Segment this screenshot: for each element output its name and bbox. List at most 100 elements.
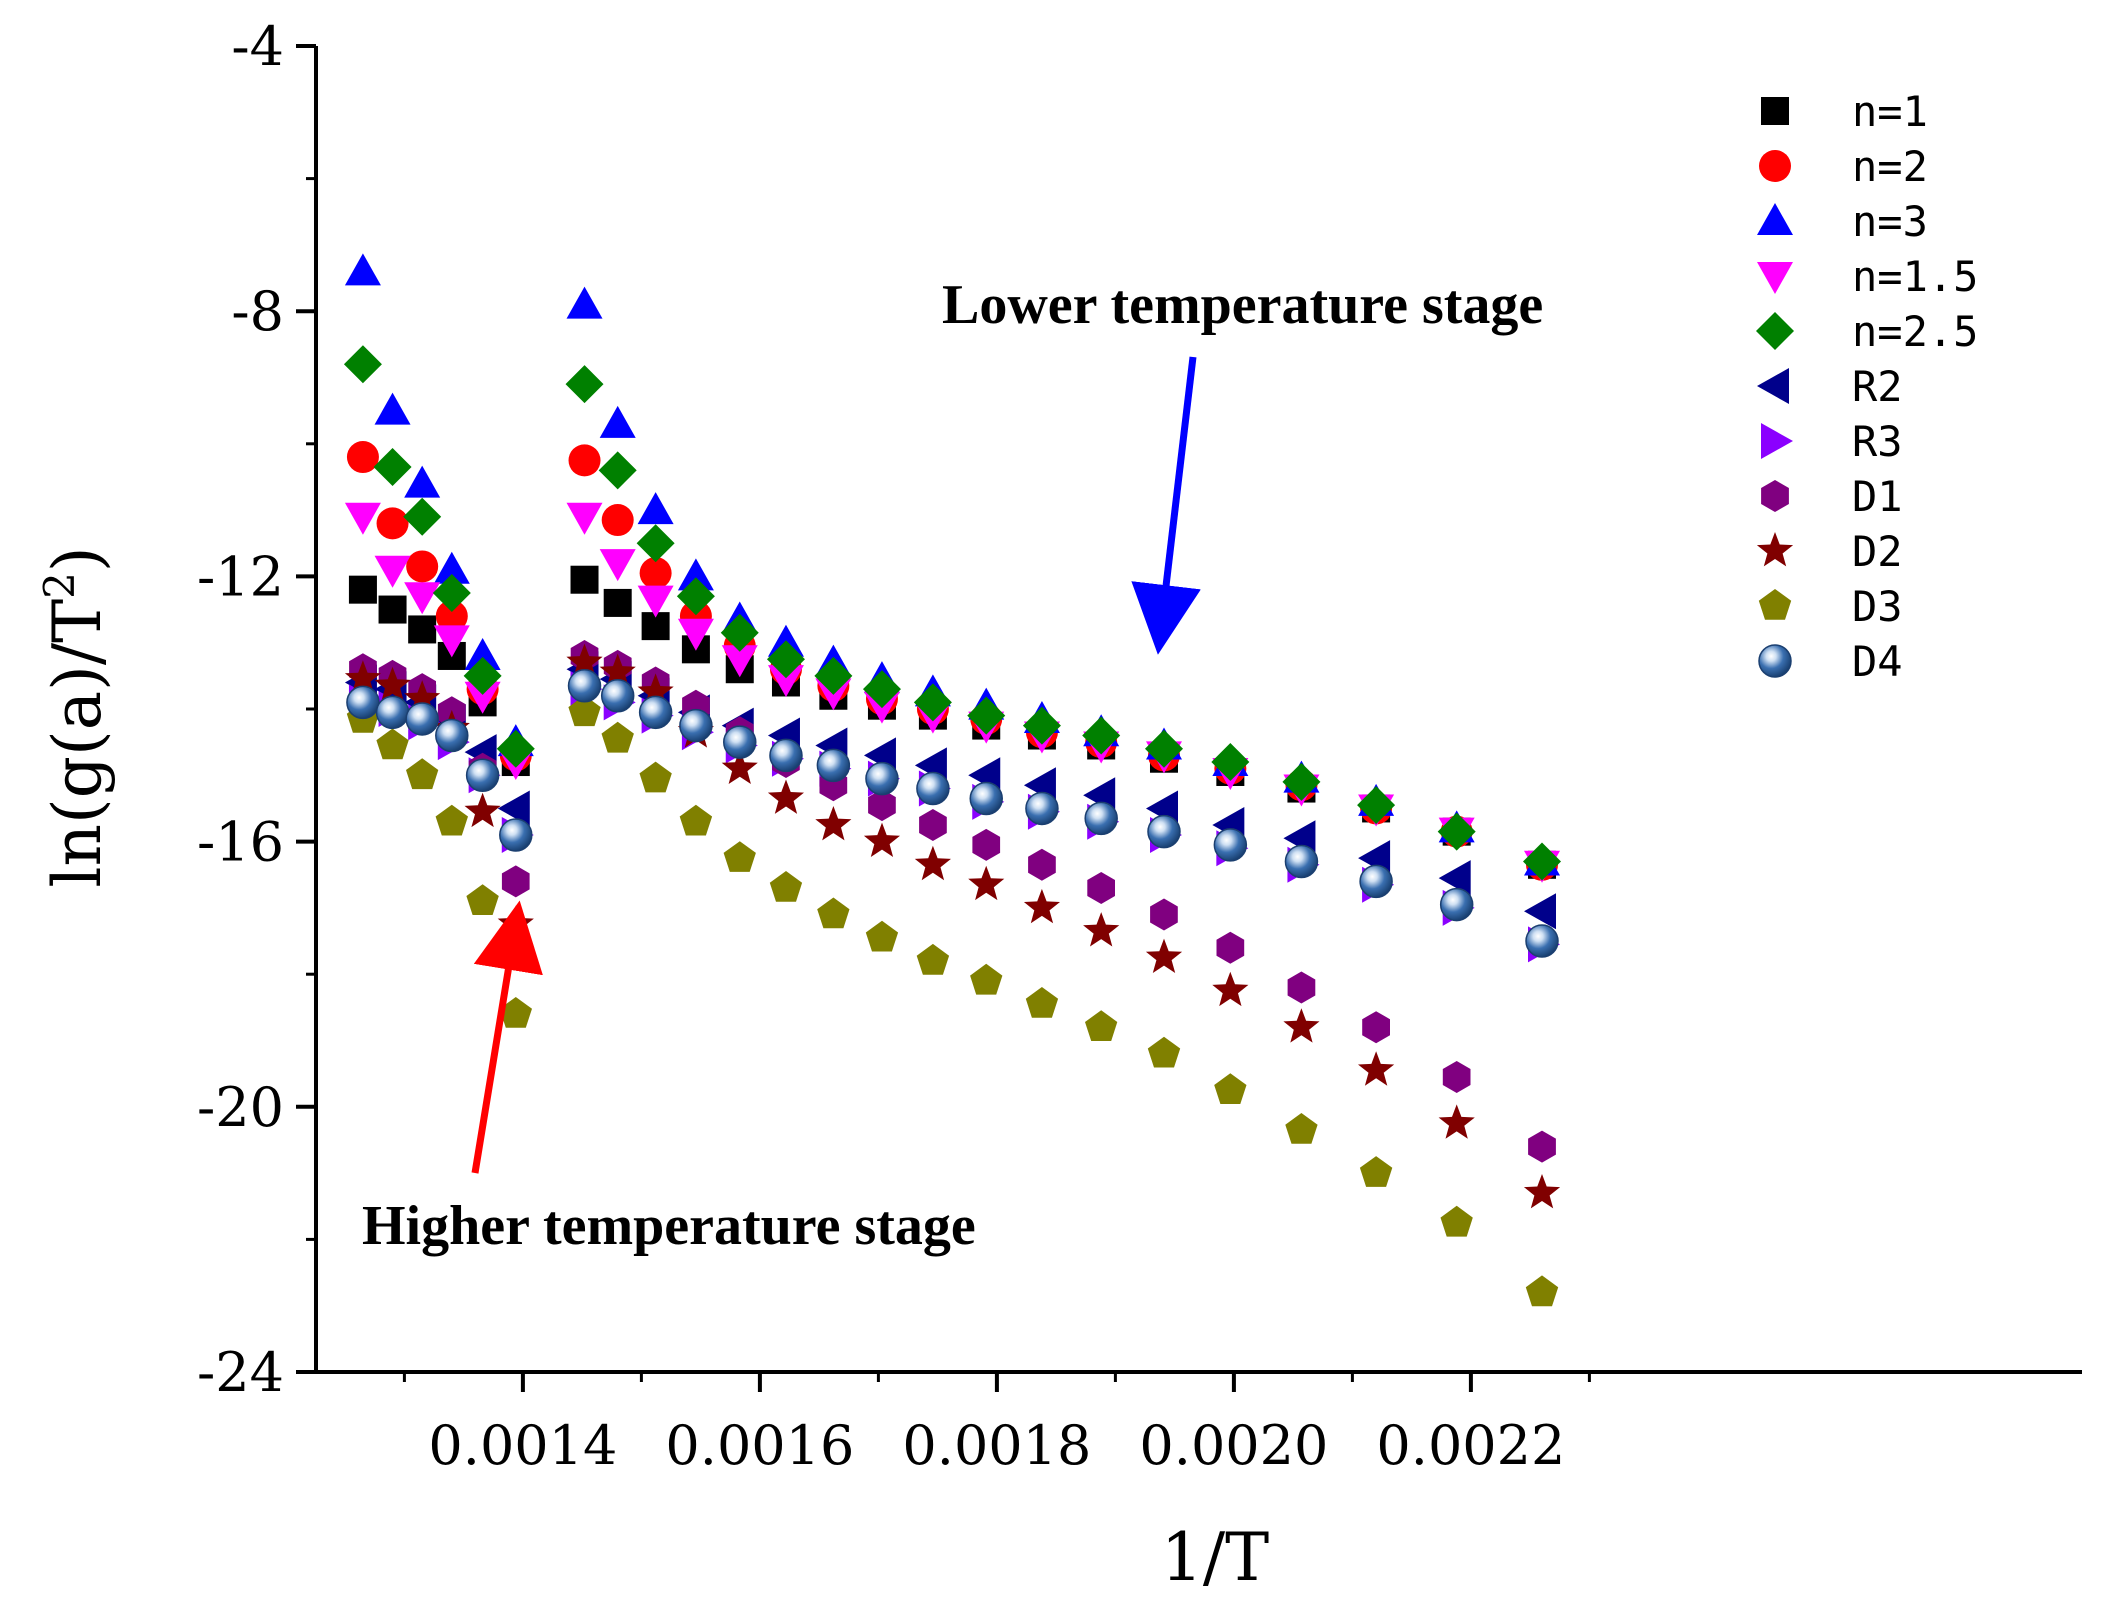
data-point xyxy=(376,507,409,540)
legend-marker xyxy=(1756,532,1794,567)
data-point xyxy=(769,871,803,902)
data-point xyxy=(1440,1205,1473,1237)
data-point xyxy=(639,557,672,590)
legend-marker xyxy=(1756,312,1794,350)
data-point xyxy=(1285,1113,1318,1144)
legend-label: D1 xyxy=(1852,472,1903,521)
data-point xyxy=(767,665,804,698)
data-point xyxy=(405,702,439,736)
legend-marker xyxy=(1761,480,1789,512)
x-tick-label: 0.0020 xyxy=(1139,1414,1328,1477)
data-point xyxy=(679,804,713,836)
ticks: -4 -8 -12 -16 -20 -24 0.0014 0.0016 0.0018 0.0020… xyxy=(197,15,1591,1477)
y-tick-label: -8 xyxy=(231,280,284,343)
data-point xyxy=(677,618,714,651)
legend-marker xyxy=(1757,368,1789,404)
data-point xyxy=(403,497,442,536)
data-point xyxy=(497,905,534,940)
legend-label: n=3 xyxy=(1852,197,1928,246)
data-point xyxy=(1025,987,1059,1018)
legend-marker xyxy=(1757,262,1793,294)
data-point xyxy=(1283,1008,1320,1043)
data-point xyxy=(1439,887,1474,922)
data-point xyxy=(603,588,632,617)
legend-marker xyxy=(1761,423,1793,459)
data-point xyxy=(637,492,674,525)
data-point xyxy=(638,695,673,730)
series-D4 xyxy=(346,669,1559,958)
data-point xyxy=(1147,1036,1181,1068)
legend-item: n=1.5 xyxy=(1757,252,1978,301)
data-point xyxy=(862,670,901,709)
legend-item: R2 xyxy=(1757,362,1903,411)
data-point xyxy=(565,365,604,404)
data-point xyxy=(566,643,603,678)
y-tick-label: -4 xyxy=(231,15,284,78)
data-point xyxy=(639,761,672,793)
data-point xyxy=(1284,844,1319,879)
series-n=2.5 xyxy=(343,345,1561,881)
data-point xyxy=(1087,872,1115,904)
y-tick-label: -12 xyxy=(197,545,284,608)
data-point xyxy=(1213,828,1248,862)
data-point xyxy=(348,575,377,604)
data-point xyxy=(913,683,952,722)
data-point xyxy=(567,669,602,703)
data-point xyxy=(566,286,603,319)
x-tick-label: 0.0016 xyxy=(665,1414,854,1477)
y-tick-label: -20 xyxy=(197,1076,284,1139)
data-point xyxy=(679,708,713,743)
legend-marker xyxy=(1757,203,1793,235)
data-point xyxy=(863,822,900,857)
data-point xyxy=(598,451,637,490)
arrow-higher-stage xyxy=(471,900,543,1174)
data-point xyxy=(1358,1051,1395,1086)
data-point xyxy=(599,405,636,438)
data-point xyxy=(637,673,674,708)
legend-item: R3 xyxy=(1761,417,1903,466)
data-point xyxy=(404,582,441,615)
data-point xyxy=(720,613,759,652)
legend-item: n=1 xyxy=(1761,87,1928,136)
legend-marker xyxy=(1758,644,1792,678)
y-tick-label: -24 xyxy=(197,1341,284,1404)
legend-item: D4 xyxy=(1758,637,1903,686)
data-point xyxy=(599,653,636,688)
data-point xyxy=(344,253,381,286)
data-point xyxy=(464,681,501,714)
data-point xyxy=(1523,1174,1561,1209)
data-point xyxy=(1150,898,1178,931)
data-point xyxy=(1082,716,1121,755)
series-D3 xyxy=(346,695,1559,1307)
legend: n=1 n=2 n=3 n=1.5 n=2.5 R2 R3 D1 D2 D3 D4 xyxy=(1756,87,1978,686)
data-point xyxy=(1025,791,1059,826)
data-point xyxy=(432,573,471,612)
data-point xyxy=(1083,912,1120,947)
annotation-lower-stage: Lower temperature stage xyxy=(942,274,1543,336)
legend-label: R2 xyxy=(1852,362,1903,411)
data-point xyxy=(636,524,675,563)
data-point xyxy=(721,749,758,784)
annotation-higher-stage: Higher temperature stage xyxy=(362,1195,976,1257)
data-point xyxy=(464,792,501,828)
data-point xyxy=(1437,812,1476,851)
data-point xyxy=(1362,1011,1390,1044)
arrow-lower-stage xyxy=(1131,356,1201,655)
data-point xyxy=(1523,842,1561,881)
data-point xyxy=(601,504,634,537)
data-point xyxy=(600,678,635,713)
data-point xyxy=(568,444,601,477)
legend-item: D1 xyxy=(1761,472,1903,521)
data-point xyxy=(599,549,636,582)
data-point xyxy=(968,865,1005,901)
data-point xyxy=(865,920,899,952)
data-point xyxy=(1524,893,1556,930)
legend-label: n=2 xyxy=(1852,142,1928,191)
legend-marker xyxy=(1758,589,1792,620)
data-point xyxy=(1144,729,1183,768)
data-point xyxy=(766,640,805,679)
data-point xyxy=(676,577,715,616)
data-point xyxy=(566,502,603,535)
y-axis-title: ln(g(a)/T2) xyxy=(35,546,116,887)
